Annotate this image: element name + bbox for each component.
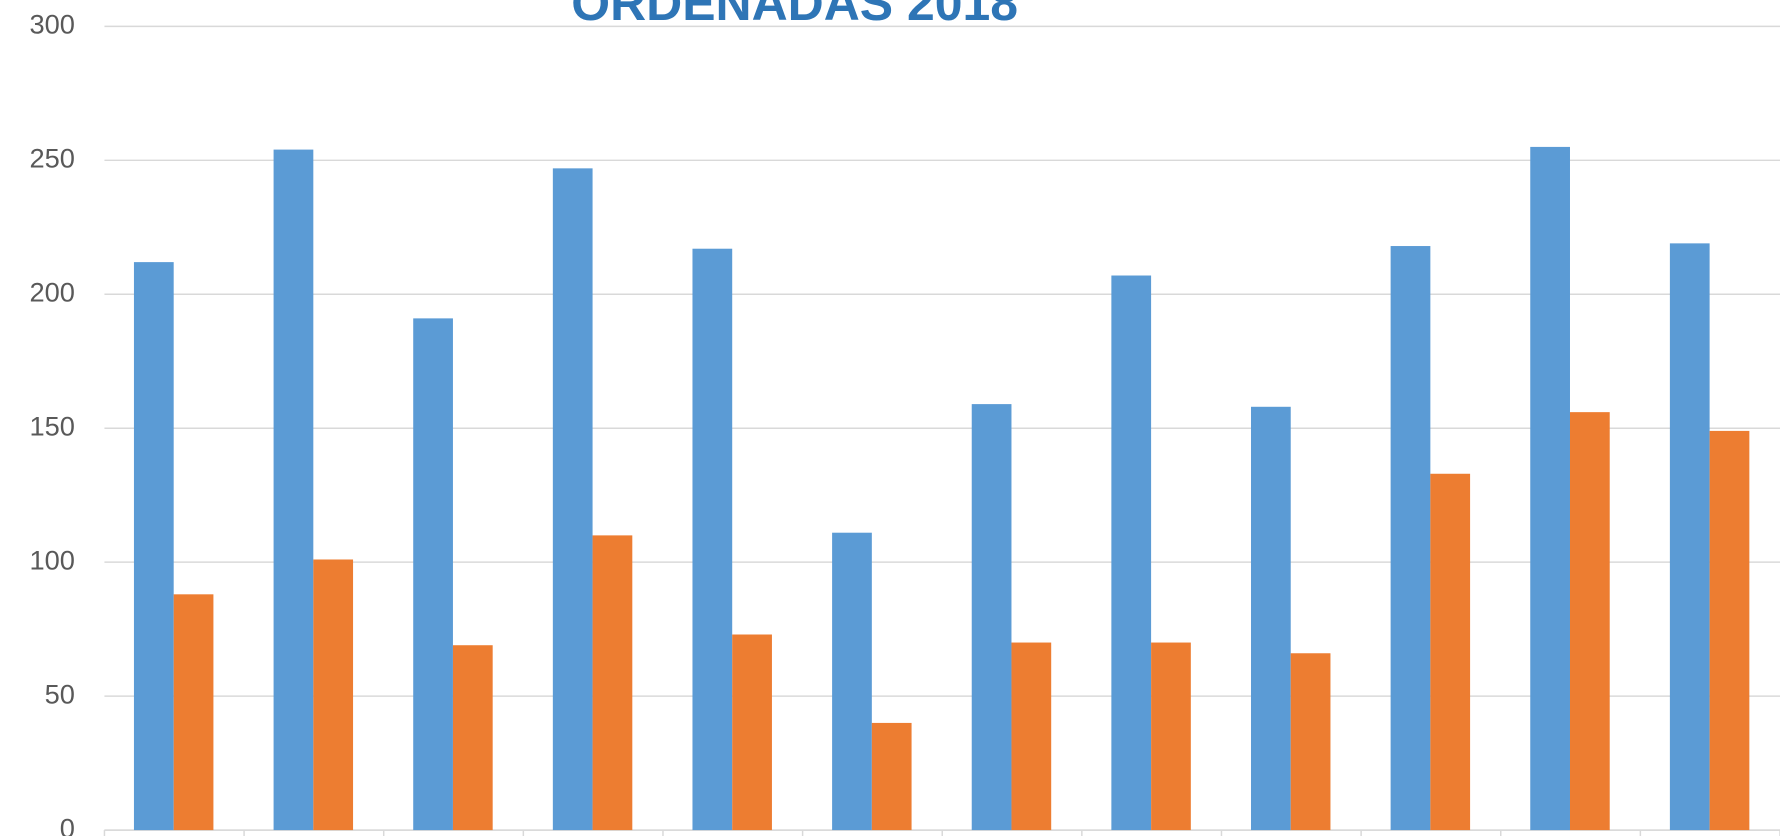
bar <box>732 634 772 831</box>
y-tick-label: 50 <box>45 678 75 709</box>
bar <box>1709 430 1750 831</box>
bar <box>1390 246 1431 831</box>
bar <box>133 262 174 831</box>
y-tick-label: 300 <box>29 9 74 40</box>
bar <box>1151 642 1191 831</box>
y-tick-label: 200 <box>29 276 74 307</box>
bar <box>1530 146 1570 831</box>
bar <box>1111 275 1152 831</box>
bar <box>1290 653 1331 831</box>
y-tick-label: 0 <box>60 812 75 836</box>
y-tick-label: 100 <box>29 544 74 575</box>
bar <box>1250 406 1291 831</box>
bar <box>1569 412 1610 831</box>
bar <box>971 404 1012 831</box>
bar <box>173 594 214 831</box>
bar <box>692 248 733 831</box>
y-tick-label: 150 <box>29 410 74 441</box>
bar <box>313 559 354 831</box>
bar <box>1011 642 1052 831</box>
bar <box>592 535 633 831</box>
bar <box>552 168 593 831</box>
bar <box>871 722 912 831</box>
bar <box>452 645 493 831</box>
bar <box>273 149 314 831</box>
y-tick-label: 250 <box>29 143 74 174</box>
bar <box>413 318 453 831</box>
bar <box>1430 473 1471 831</box>
bar <box>1669 243 1710 831</box>
bar <box>832 532 872 831</box>
